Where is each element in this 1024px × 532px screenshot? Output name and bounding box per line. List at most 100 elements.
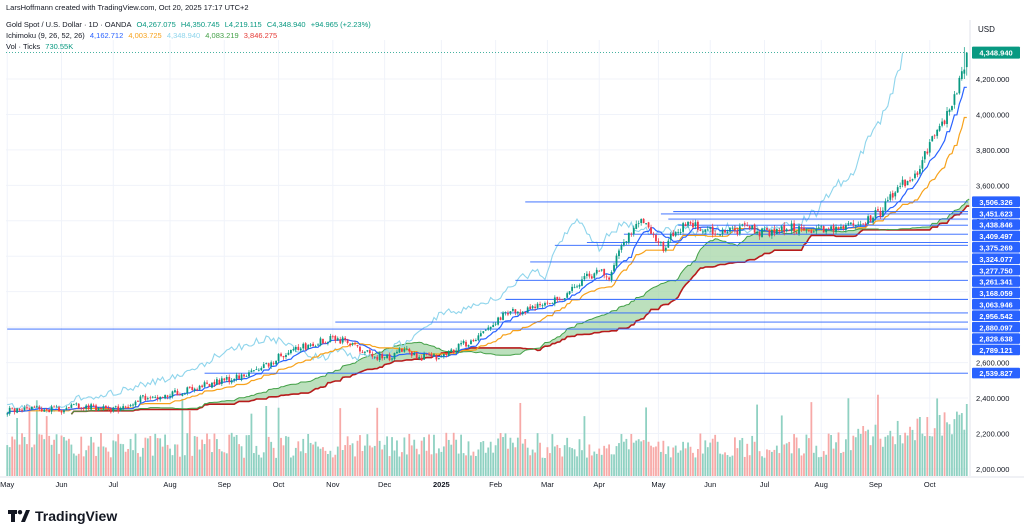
volume-bar xyxy=(919,416,921,476)
candle-body xyxy=(563,298,566,300)
candle-body xyxy=(408,348,411,352)
candle-body xyxy=(595,269,598,274)
volume-bar xyxy=(181,398,184,476)
volume-bar xyxy=(211,452,213,476)
candle-body xyxy=(534,306,536,309)
volume-bar xyxy=(539,442,541,476)
volume-bar xyxy=(292,455,295,476)
candle-body xyxy=(386,354,388,359)
candle-body xyxy=(623,242,625,246)
candle-body xyxy=(277,353,280,361)
volume-bar xyxy=(425,450,428,476)
candle-body xyxy=(650,227,652,234)
candle-body xyxy=(82,407,85,409)
candle-body xyxy=(21,409,23,411)
volume-bar xyxy=(721,454,724,476)
time-axis-label: Feb xyxy=(489,480,502,489)
candle-body xyxy=(447,351,450,356)
candle-body xyxy=(203,382,206,387)
candle-body xyxy=(734,228,736,231)
volume-bar xyxy=(35,400,38,476)
volume-bar xyxy=(72,453,75,476)
candle-body xyxy=(28,408,31,410)
candle-body xyxy=(159,396,162,400)
volume-bar xyxy=(100,433,102,476)
volume-bar xyxy=(785,443,788,476)
candle-body xyxy=(677,231,680,233)
candle-body xyxy=(909,180,911,182)
candle-body xyxy=(129,405,132,407)
candle-body xyxy=(48,409,51,413)
candle-body xyxy=(926,151,929,154)
candle-body xyxy=(208,383,211,387)
candle-body xyxy=(549,303,551,305)
volume-bar xyxy=(805,434,808,476)
level-price-tag-label: 3,438.846 xyxy=(979,221,1012,230)
volume-bar xyxy=(302,438,305,476)
candle-body xyxy=(788,229,791,231)
candle-body xyxy=(956,93,958,95)
candle-body xyxy=(450,349,453,353)
volume-bar xyxy=(563,445,566,476)
volume-bar xyxy=(886,435,889,476)
candle-body xyxy=(568,291,571,294)
candle-body xyxy=(963,69,966,74)
tradingview-logo[interactable]: TradingView xyxy=(8,508,117,524)
candle-body xyxy=(583,276,586,280)
candle-body xyxy=(119,407,122,411)
candle-body xyxy=(524,312,527,314)
candle-body xyxy=(179,394,181,396)
legend-volume-label[interactable]: Vol · Ticks xyxy=(6,42,41,51)
candle-body xyxy=(40,408,43,412)
volume-bar xyxy=(206,433,208,476)
candle-body xyxy=(100,407,102,409)
volume-bar xyxy=(536,433,539,476)
candle-body xyxy=(383,357,386,359)
volume-bar xyxy=(704,440,707,476)
volume-bar xyxy=(58,453,60,476)
candle-body xyxy=(536,303,539,308)
candle-body xyxy=(191,387,194,391)
volume-bar xyxy=(270,441,273,476)
volume-bar xyxy=(114,441,117,476)
candle-body xyxy=(18,408,21,411)
candle-body xyxy=(618,250,620,257)
volume-bar xyxy=(847,398,850,476)
volume-bar xyxy=(405,454,408,476)
volume-bar xyxy=(378,440,381,476)
volume-bar xyxy=(477,449,480,476)
candle-body xyxy=(166,395,169,397)
candle-body xyxy=(255,369,258,370)
candle-body xyxy=(921,160,924,169)
currency-label: USD xyxy=(978,25,995,34)
volume-bar xyxy=(630,434,633,476)
volume-bar xyxy=(657,441,660,476)
volume-bar xyxy=(692,452,694,476)
volume-bar xyxy=(761,456,763,476)
volume-bar xyxy=(420,440,423,476)
legend-symbol[interactable]: Gold Spot / U.S. Dollar · 1D · OANDA xyxy=(6,20,132,29)
volume-bar xyxy=(134,433,137,476)
candle-body xyxy=(72,404,75,406)
candle-body xyxy=(753,224,756,233)
volume-bar xyxy=(933,428,936,476)
volume-bar xyxy=(544,457,546,476)
candle-body xyxy=(923,151,926,160)
candle-body xyxy=(280,353,282,356)
candle-body xyxy=(223,378,226,381)
candle-body xyxy=(726,231,729,234)
volume-bar xyxy=(470,455,472,476)
volume-bar xyxy=(635,440,638,476)
candle-body xyxy=(109,408,112,413)
volume-bar xyxy=(299,451,302,476)
volume-bar xyxy=(793,434,795,476)
candle-body xyxy=(314,346,317,347)
candle-body xyxy=(35,406,38,408)
volume-bar xyxy=(583,416,586,476)
candle-body xyxy=(965,52,968,68)
volume-bar xyxy=(521,443,524,476)
volume-bar xyxy=(773,449,776,476)
legend-ichimoku-label[interactable]: Ichimoku (9, 26, 52, 26) xyxy=(6,31,85,40)
candle-body xyxy=(299,348,302,351)
